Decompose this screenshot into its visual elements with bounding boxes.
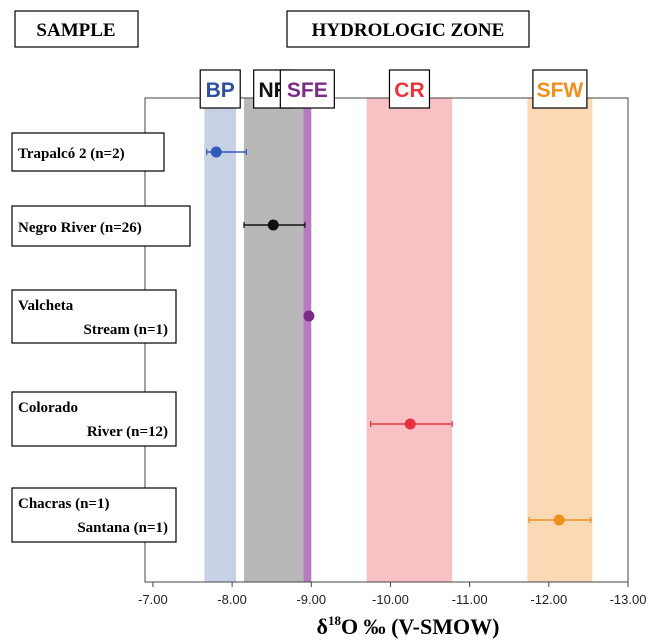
sample-label-4: Chacras (n=1) Santana (n=1): [11, 487, 177, 543]
data-point-0: [210, 146, 222, 158]
x-axis-title-rest: O ‰ (V-SMOW): [341, 614, 499, 639]
sample-header: SAMPLE: [14, 10, 139, 48]
x-axis-title-superscript: 18: [328, 613, 342, 628]
x-tick-label-5: -12.00: [530, 592, 567, 607]
x-axis: -7.00 -8.00 -9.00 -10.00 -11.00 -12.00 -13.00: [138, 582, 646, 607]
x-tick-label-2: -9.00: [296, 592, 326, 607]
zone-label-bp: BP: [199, 69, 241, 109]
sample-label-line1-4: Chacras (n=1): [18, 496, 109, 512]
sample-label-line2-3: River (n=12): [87, 424, 168, 440]
sample-label-line1-2: Valcheta: [18, 298, 74, 314]
points-layer: [210, 146, 565, 526]
zone-label-text-sfw: SFW: [537, 79, 584, 102]
x-axis-title: δ18O ‰ (V-SMOW): [317, 613, 500, 639]
zones-layer: [204, 98, 593, 582]
sample-label-layer: Trapalcó 2 (n=2) Negro River (n=26) Valche…: [11, 132, 191, 543]
zone-band-bp: [204, 98, 237, 582]
x-axis-title-delta: δ: [317, 614, 328, 639]
sample-label-0: Trapalcó 2 (n=2): [11, 132, 165, 172]
hydrologic-zone-header-label: HYDROLOGIC ZONE: [312, 20, 505, 41]
sample-label-text-1: Negro River (n=26): [18, 220, 142, 236]
sample-label-line2-2: Stream (n=1): [83, 322, 168, 338]
x-tick-label-1: -8.00: [217, 592, 247, 607]
sample-header-label: SAMPLE: [36, 20, 115, 41]
data-point-1: [267, 219, 279, 231]
sample-label-2: Valcheta Stream (n=1): [11, 289, 177, 344]
zone-label-sfe: SFE: [279, 69, 335, 109]
x-tick-label-0: -7.00: [138, 592, 168, 607]
sample-label-text-0: Trapalcó 2 (n=2): [18, 146, 125, 162]
x-tick-label-3: -10.00: [372, 592, 409, 607]
data-point-4: [553, 514, 565, 526]
zone-band-nr: [243, 98, 304, 582]
zone-label-cr: CR: [388, 69, 431, 109]
hydrologic-zone-header: HYDROLOGIC ZONE: [286, 10, 530, 48]
sample-label-1: Negro River (n=26): [11, 205, 191, 247]
sample-label-line1-3: Colorado: [18, 400, 78, 416]
sample-label-3: Colorado River (n=12): [11, 391, 177, 447]
zone-band-cr: [366, 98, 453, 582]
zone-label-text-sfe: SFE: [287, 79, 328, 102]
zone-label-text-cr: CR: [394, 79, 424, 102]
sample-label-line2-4: Santana (n=1): [77, 520, 168, 536]
x-tick-label-4: -11.00: [452, 592, 488, 607]
zone-label-text-bp: BP: [206, 79, 235, 102]
x-tick-label-6: -13.00: [610, 592, 647, 607]
zone-band-sfe: [303, 98, 312, 582]
data-point-2: [303, 310, 315, 322]
zone-band-sfw: [527, 98, 593, 582]
data-point-3: [404, 418, 416, 430]
zone-label-sfw: SFW: [532, 69, 588, 109]
